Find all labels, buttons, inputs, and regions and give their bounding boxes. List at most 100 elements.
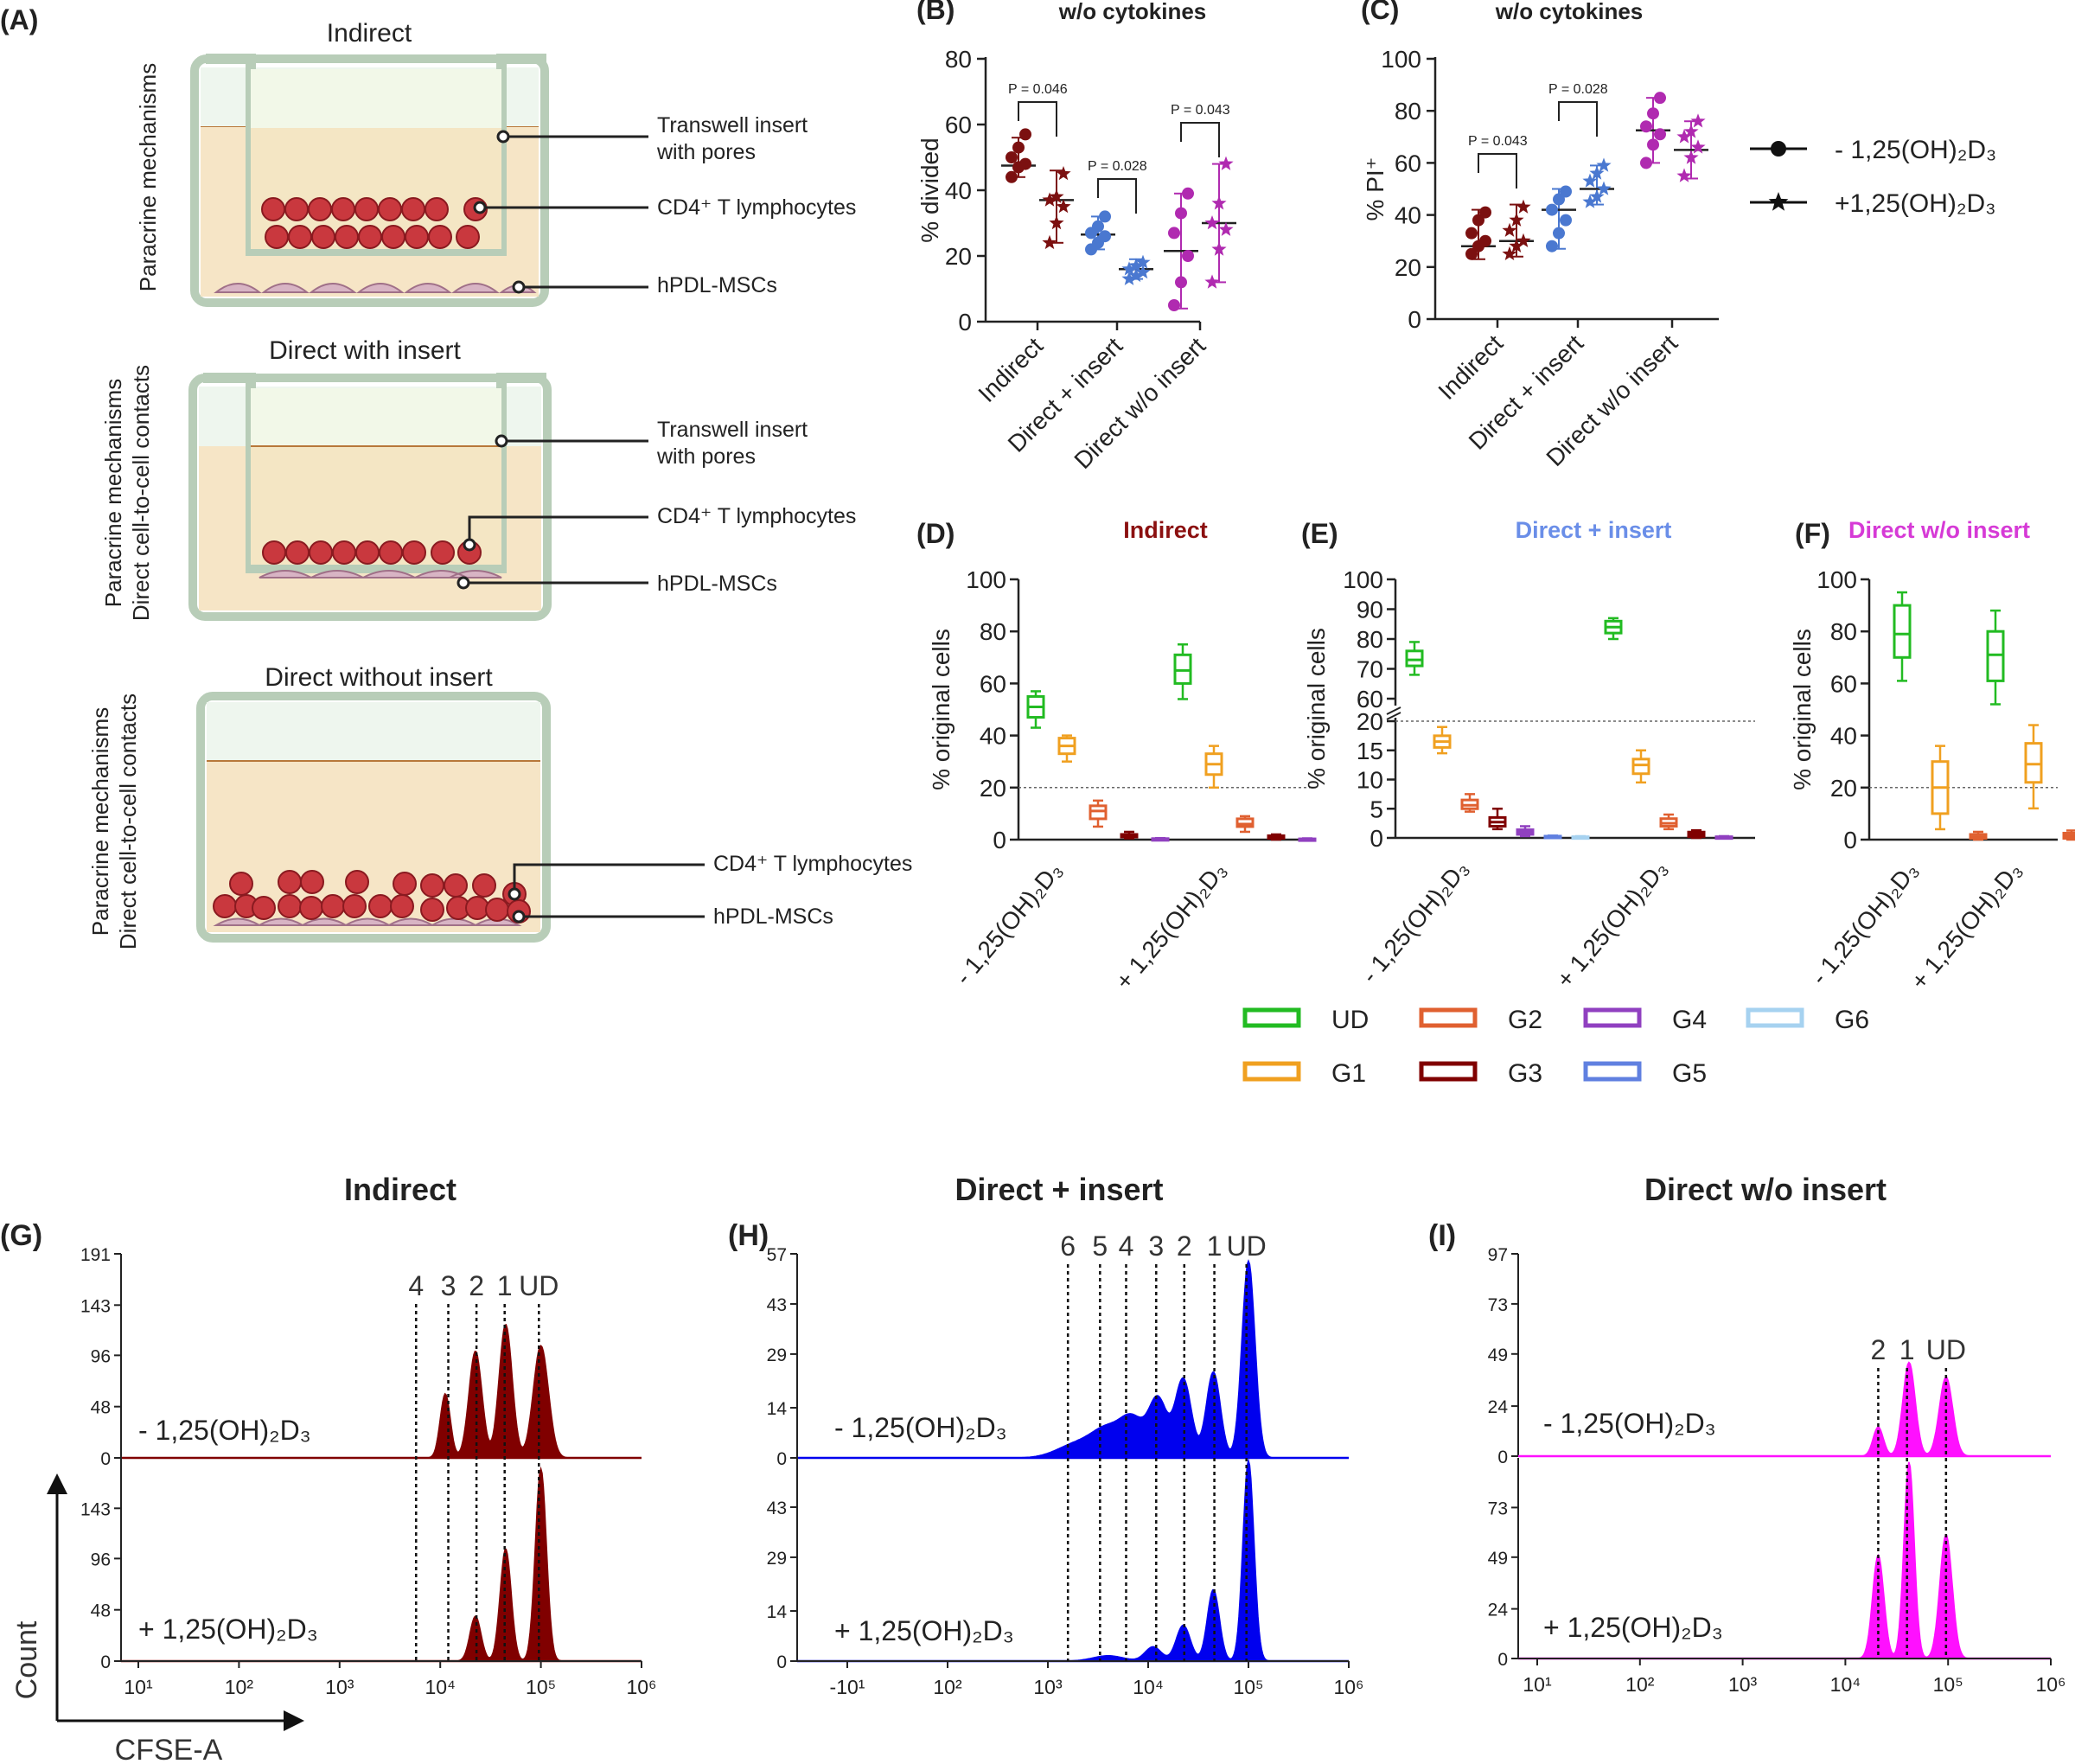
callout-transwell-2: with pores	[656, 444, 756, 469]
y-tick-label: 80	[980, 618, 1006, 645]
data-point-circle	[1175, 207, 1187, 220]
y-axis-label: % divided	[916, 137, 943, 242]
y-tick-label: 60	[1830, 670, 1857, 697]
data-point-circle	[1640, 157, 1652, 169]
axis-break-mark	[1386, 712, 1401, 720]
condition-label: - 1,25(OH)₂D₃	[834, 1412, 1007, 1443]
y-tick-label: 57	[767, 1245, 787, 1265]
x-tick-label: 10¹	[1523, 1673, 1552, 1696]
callout-transwell-1: Transwell insert	[657, 418, 808, 442]
data-point-circle	[1465, 227, 1478, 240]
legend-label: G1	[1331, 1059, 1366, 1088]
callout-msc: hPDL-MSCs	[713, 904, 833, 929]
y-tick-label: 20	[945, 243, 972, 270]
data-point-star	[1042, 192, 1057, 207]
data-point-circle	[1182, 250, 1194, 262]
gate-label: UD	[519, 1270, 559, 1301]
data-point-circle	[1019, 157, 1031, 170]
callout-msc: hPDL-MSCs	[657, 273, 777, 297]
legend-swatch-g5	[1583, 1061, 1642, 1082]
x-tick-label: 10⁵	[1233, 1676, 1263, 1698]
y-tick-label: 0	[1497, 1650, 1508, 1670]
callout-dot	[456, 576, 470, 590]
cfse-axis-arrows: Count CFSE-A	[10, 1473, 304, 1764]
data-point-circle	[1092, 220, 1104, 233]
legend-generations: UD G2 G4 G6 G1 G3 G5	[1242, 1006, 1869, 1088]
data-point-star	[1056, 199, 1071, 214]
data-point-star	[1596, 157, 1612, 172]
x-tick-label: 10³	[1728, 1673, 1758, 1696]
panel-label: (H)	[728, 1219, 769, 1252]
box-g2	[1089, 804, 1108, 821]
callout-tcells: CD4⁺ T lymphocytes	[657, 195, 856, 220]
y-tick-label: 0	[776, 1652, 787, 1672]
legend-swatch-ud	[1242, 1007, 1301, 1028]
y-tick-label: 49	[1488, 1345, 1508, 1365]
callout-transwell-1: Transwell insert	[657, 113, 808, 137]
gate-label: 3	[441, 1270, 456, 1301]
y-tick-label: 40	[1395, 202, 1421, 229]
t-cells	[262, 540, 482, 565]
x-tick-label: Indirect	[973, 332, 1048, 407]
y-tick-label: 0	[776, 1449, 787, 1469]
data-point-star	[1582, 194, 1598, 208]
y-axis-label: % original cells	[1303, 628, 1330, 789]
y-tick-label: 143	[80, 1296, 111, 1316]
y-tick-label: 14	[767, 1399, 788, 1419]
callout-line	[513, 863, 705, 889]
chart-title: Indirect	[344, 1172, 456, 1207]
legend-swatch-g4	[1583, 1007, 1642, 1028]
data-point-circle	[1546, 240, 1558, 252]
legend-label: G6	[1835, 1006, 1869, 1034]
y-axis-label: % PI⁺	[1362, 157, 1389, 221]
box-g1	[1631, 757, 1650, 776]
x-tick-label: 10²	[225, 1676, 254, 1698]
msc-cells	[214, 283, 537, 293]
data-point-star	[1121, 261, 1137, 276]
y-tick-label: 40	[1830, 723, 1857, 750]
x-tick-label: 10²	[933, 1676, 962, 1698]
air-space	[207, 702, 540, 761]
chart-title: Direct + insert	[1516, 517, 1672, 543]
data-point-star	[1690, 113, 1706, 128]
callout-dot	[496, 130, 510, 144]
significance-bracket	[1018, 101, 1057, 137]
significance-bracket	[1180, 122, 1220, 157]
data-point-star	[1056, 166, 1071, 181]
x-tick-label: Indirect	[1433, 329, 1508, 405]
data-point-star	[1516, 233, 1531, 247]
well-direct-no-insert-side-2: Direct cell-to-cell contacts	[115, 693, 141, 949]
legend-circle-marker	[1771, 141, 1786, 157]
data-point-circle	[1647, 138, 1659, 151]
y-tick-label: 20	[1395, 254, 1421, 281]
x-tick-label: 10⁵	[526, 1676, 556, 1698]
well-indirect-title: Indirect	[327, 19, 412, 48]
y-tick-label: 40	[980, 723, 1006, 750]
msc-cells	[213, 917, 522, 926]
panel-f-box-plot: (F) Direct w/o insert 0 20 40 60 80 100 % origin…	[1789, 517, 2075, 994]
significance-bracket	[1097, 178, 1137, 214]
callout-transwell-2: with pores	[656, 140, 756, 164]
y-tick-label: 40	[945, 177, 972, 204]
well-indirect: Indirect Paracrine mechanisms Transwell …	[135, 19, 856, 307]
box-ud	[1893, 604, 1912, 659]
y-tick-label: 43	[767, 1295, 787, 1315]
data-point-star	[1218, 156, 1234, 170]
gate-label: UD	[1227, 1230, 1267, 1262]
x-tick-label: 10³	[1033, 1676, 1063, 1698]
data-point-circle	[1654, 92, 1666, 105]
y-axis-label: % original cells	[928, 629, 954, 790]
gate-label: UD	[1926, 1334, 1966, 1365]
data-point-star	[1596, 181, 1612, 195]
x-tick-label: + 1,25(OH)₂D₃	[1110, 857, 1232, 994]
count-axis-label: Count	[10, 1620, 43, 1699]
panel-label: (D)	[916, 518, 954, 549]
y-tick-label: 29	[767, 1345, 787, 1365]
data-point-circle	[1647, 107, 1659, 120]
chart-title: Direct + insert	[954, 1172, 1163, 1207]
legend-swatch-g3	[1419, 1061, 1478, 1082]
y-tick-label: 100	[966, 566, 1006, 593]
condition-label: - 1,25(OH)₂D₃	[1543, 1408, 1716, 1439]
data-point-circle	[1168, 227, 1180, 240]
x-tick-label: 10¹	[124, 1676, 153, 1698]
